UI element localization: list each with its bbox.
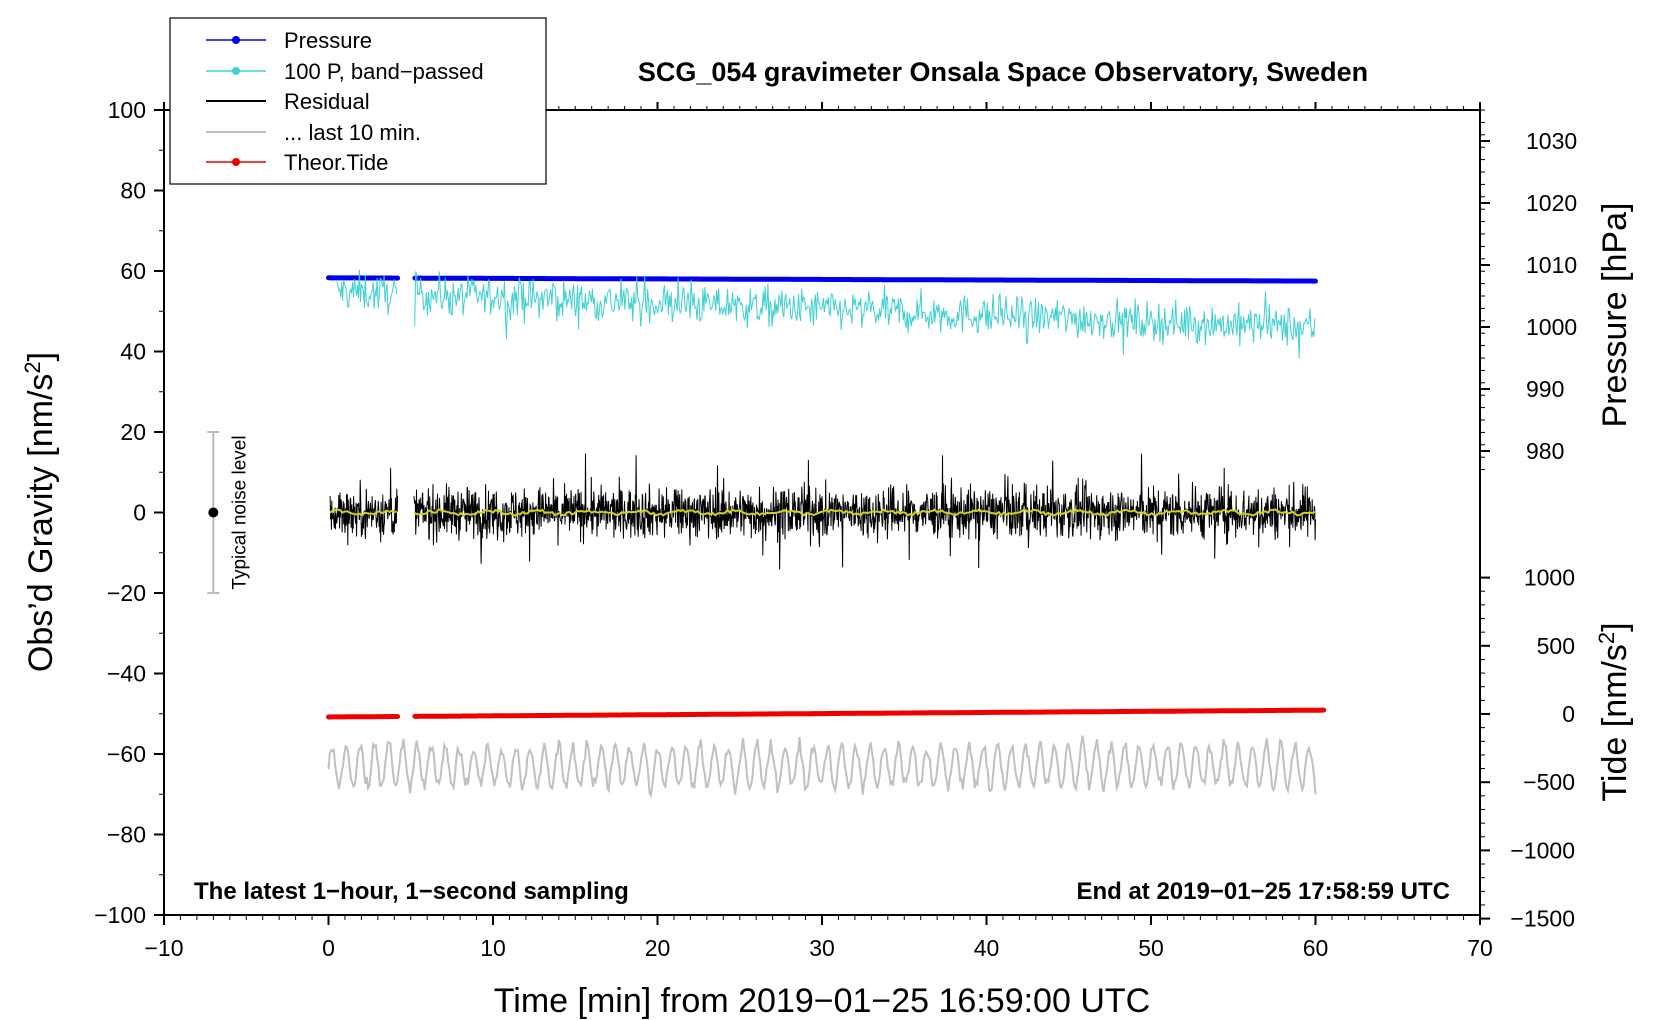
series-theor-tide xyxy=(326,707,1327,720)
y-tick-label: −20 xyxy=(107,580,146,606)
pressure-tick-label: 1020 xyxy=(1526,190,1577,216)
legend-dot-tide xyxy=(232,158,240,166)
y-axis-title-left: Obs’d Gravity [nm/s2] xyxy=(20,352,60,672)
legend-label-tide: Theor.Tide xyxy=(284,150,388,175)
legend-label-bandpassed: 100 P, band−passed xyxy=(284,59,484,84)
pressure-tick-label: 1030 xyxy=(1526,128,1577,154)
chart-title: SCG_054 gravimeter Onsala Space Observat… xyxy=(638,57,1368,87)
legend-entry-tide: Theor.Tide xyxy=(206,150,388,175)
series-line xyxy=(326,707,1327,720)
tide-tick-label: −500 xyxy=(1523,769,1575,795)
legend-dot-pressure xyxy=(232,36,240,44)
series-100-p-band-passed xyxy=(336,269,1316,359)
tide-tick-label: 0 xyxy=(1562,701,1575,727)
noise-level-marker: Typical noise level xyxy=(207,431,250,594)
y-tick-label: −100 xyxy=(94,902,146,928)
y-axis-title-left-close: ] xyxy=(22,352,60,361)
legend-label-residual: Residual xyxy=(284,89,370,114)
legend-entry-bandpassed: 100 P, band−passed xyxy=(206,59,484,84)
noise-center-dot xyxy=(208,507,219,518)
x-tick-label: 40 xyxy=(974,935,1000,961)
tide-tick-label: −1500 xyxy=(1510,906,1575,932)
x-tick-label: 0 xyxy=(322,935,335,961)
pressure-tick-label: 1010 xyxy=(1526,252,1577,278)
y-tick-label: 20 xyxy=(120,419,146,445)
y-axis-title-tide-close: ] xyxy=(1596,622,1634,631)
y-tick-label: −40 xyxy=(107,661,146,687)
x-tick-label: 20 xyxy=(645,935,671,961)
series-line xyxy=(336,269,1316,359)
legend-label-last10: ... last 10 min. xyxy=(284,120,421,145)
y-axis-title-tide: Tide [nm/s2] xyxy=(1594,622,1634,801)
tide-tick-label: 500 xyxy=(1537,633,1575,659)
tide-tick-label: −1000 xyxy=(1510,837,1575,863)
legend-dot-bandpassed xyxy=(232,67,240,75)
noise-label: Typical noise level xyxy=(229,435,250,589)
y-axis-title-left-main: Obs’d Gravity [nm/s xyxy=(22,374,60,673)
x-tick-label: −10 xyxy=(144,935,183,961)
y-tick-label: 0 xyxy=(133,500,146,526)
legend-entry-residual: Residual xyxy=(206,89,370,114)
y-tick-label: 40 xyxy=(120,339,146,365)
y-tick-label: −60 xyxy=(107,741,146,767)
x-tick-label: 60 xyxy=(1303,935,1329,961)
footnote-right: End at 2019−01−25 17:58:59 UTC xyxy=(1076,878,1450,905)
y-tick-label: 60 xyxy=(120,258,146,284)
y-axis-title-tide-main: Tide [nm/s xyxy=(1596,644,1634,801)
pressure-tick-label: 1000 xyxy=(1526,314,1577,340)
axis-ticks: −10 0 10 20 30 40 50 60 70−100−80−60−40−20020406… xyxy=(94,97,1577,961)
x-tick-label: 50 xyxy=(1138,935,1164,961)
x-axis-title: Time [min] from 2019−01−25 16:59:00 UTC xyxy=(494,982,1150,1020)
y-axis-title-tide-sup: 2 xyxy=(1594,632,1619,644)
legend-label-pressure: Pressure xyxy=(284,28,372,53)
y-tick-label: 80 xyxy=(120,178,146,204)
series-line xyxy=(327,735,1317,799)
pressure-tick-label: 980 xyxy=(1526,438,1564,464)
pressure-tick-label: 990 xyxy=(1526,376,1564,402)
x-tick-label: 10 xyxy=(480,935,506,961)
x-tick-label: 30 xyxy=(809,935,835,961)
y-axis-title-left-sup: 2 xyxy=(20,361,45,373)
series-smoothed-residual xyxy=(329,508,1316,517)
series-layer xyxy=(326,269,1327,799)
legend-entry-last10: ... last 10 min. xyxy=(206,120,421,145)
y-tick-label: −80 xyxy=(107,822,146,848)
legend: Pressure 100 P, band−passed Residual ...… xyxy=(169,17,547,185)
y-axis-title-pressure: Pressure [hPa] xyxy=(1596,203,1634,428)
series-line xyxy=(329,508,1316,517)
tide-tick-label: 1000 xyxy=(1524,565,1575,591)
footnote-left: The latest 1−hour, 1−second sampling xyxy=(194,878,629,905)
series--last-10-min- xyxy=(327,735,1317,799)
x-tick-label: 70 xyxy=(1467,935,1493,961)
y-tick-label: 100 xyxy=(108,97,146,123)
legend-entry-pressure: Pressure xyxy=(206,28,372,53)
series-pressure xyxy=(326,275,1318,284)
series-line xyxy=(326,275,1318,284)
